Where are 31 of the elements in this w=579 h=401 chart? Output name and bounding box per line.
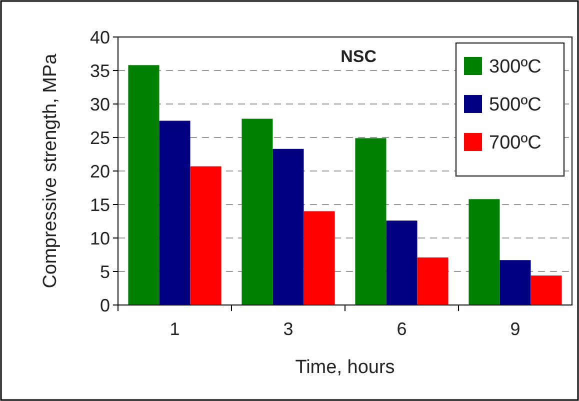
bar	[128, 65, 160, 305]
x-tick-label: 1	[170, 319, 180, 339]
bar	[304, 211, 335, 305]
bar	[417, 257, 448, 305]
y-tick-label: 10	[90, 228, 110, 248]
text: NSC	[340, 47, 377, 66]
y-tick-label: 20	[90, 161, 110, 182]
bar	[386, 220, 418, 305]
y-tick-label: 40	[90, 27, 110, 48]
x-tick-label: 6	[396, 319, 407, 339]
legend-label: 300ºC	[489, 56, 542, 78]
y-tick-label: 0	[100, 295, 110, 316]
y-tick-label: 35	[90, 60, 110, 81]
legend-label: 500ºC	[489, 94, 542, 116]
y-axis-title: Compressive strength, MPa	[40, 53, 61, 288]
legend-label: 700ºC	[489, 132, 542, 154]
bar	[355, 138, 386, 305]
bar	[468, 199, 500, 305]
bar	[242, 118, 273, 305]
bar	[530, 276, 562, 305]
y-tick-label: 15	[90, 194, 110, 215]
x-axis-title: Time, hours	[295, 357, 395, 378]
x-tick-label: 9	[510, 319, 520, 339]
y-tick-label: 25	[90, 128, 110, 148]
bar	[272, 148, 304, 305]
bar	[500, 260, 531, 305]
y-tick-label: 5	[100, 262, 110, 282]
y-tick-label: 30	[90, 94, 110, 114]
x-tick-label: 3	[283, 319, 294, 339]
bar	[159, 120, 190, 305]
bar	[190, 166, 222, 305]
